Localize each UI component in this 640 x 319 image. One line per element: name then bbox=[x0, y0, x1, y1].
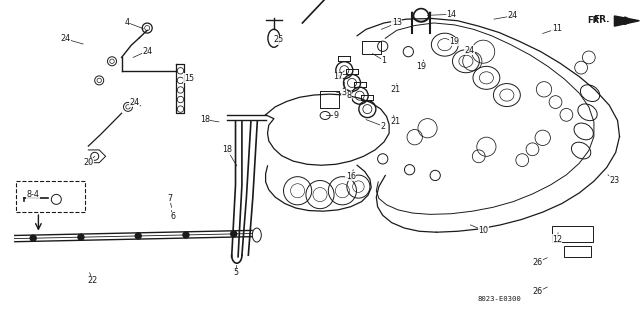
Text: 12: 12 bbox=[552, 235, 562, 244]
Text: 26: 26 bbox=[532, 287, 543, 296]
Text: 10: 10 bbox=[478, 226, 488, 235]
Text: 14: 14 bbox=[446, 10, 456, 19]
Text: FR.: FR. bbox=[588, 16, 603, 25]
Text: 24: 24 bbox=[464, 46, 474, 55]
Text: 24: 24 bbox=[129, 98, 140, 107]
Text: 8: 8 bbox=[346, 91, 351, 100]
Circle shape bbox=[230, 231, 237, 237]
Text: 13: 13 bbox=[392, 19, 402, 27]
Circle shape bbox=[30, 235, 36, 241]
Text: 22: 22 bbox=[88, 276, 98, 285]
Circle shape bbox=[135, 233, 141, 239]
Text: 20: 20 bbox=[83, 158, 93, 167]
Text: 8023-E0300: 8023-E0300 bbox=[477, 296, 521, 302]
Polygon shape bbox=[614, 16, 639, 26]
Text: 5: 5 bbox=[233, 268, 238, 277]
Text: 23: 23 bbox=[609, 176, 620, 185]
Text: 6: 6 bbox=[170, 212, 175, 221]
Text: 9: 9 bbox=[333, 111, 339, 120]
Text: 16: 16 bbox=[346, 172, 356, 181]
Text: 24: 24 bbox=[60, 34, 70, 43]
Text: 21: 21 bbox=[390, 117, 401, 126]
Text: 18: 18 bbox=[222, 145, 232, 154]
Circle shape bbox=[78, 234, 84, 240]
Text: 24: 24 bbox=[142, 47, 152, 56]
Text: 17: 17 bbox=[333, 72, 343, 81]
Text: 7: 7 bbox=[167, 194, 172, 203]
Circle shape bbox=[183, 232, 189, 238]
Text: 25: 25 bbox=[273, 35, 284, 44]
Text: 19: 19 bbox=[416, 62, 426, 71]
Text: FR.: FR. bbox=[593, 15, 609, 24]
Text: 18: 18 bbox=[200, 115, 210, 124]
Text: 24: 24 bbox=[507, 11, 517, 20]
Text: 2: 2 bbox=[380, 122, 385, 130]
Text: 1: 1 bbox=[381, 56, 387, 65]
Text: 26: 26 bbox=[532, 258, 543, 267]
Text: 8-4: 8-4 bbox=[27, 190, 40, 199]
Text: 11: 11 bbox=[552, 24, 562, 33]
Text: 4: 4 bbox=[124, 18, 129, 27]
Text: 3: 3 bbox=[341, 88, 346, 97]
Text: 21: 21 bbox=[390, 85, 401, 94]
Text: 15: 15 bbox=[184, 74, 194, 83]
Text: 19: 19 bbox=[449, 37, 460, 46]
